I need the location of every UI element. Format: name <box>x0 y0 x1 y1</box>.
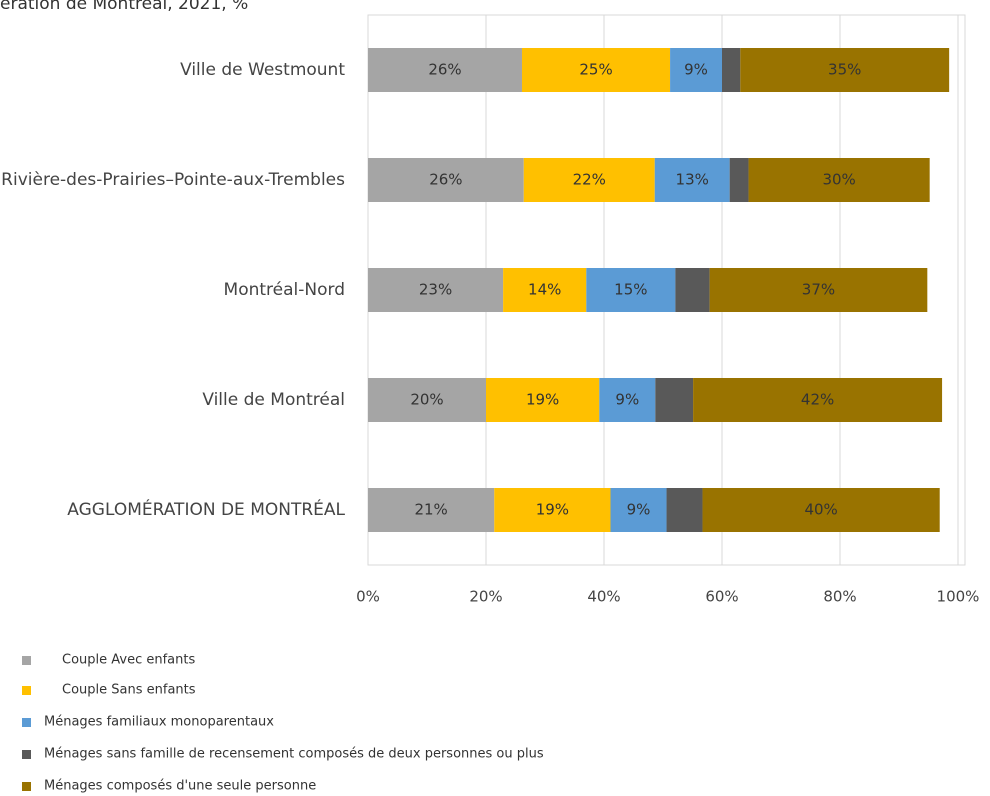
data-label: 9% <box>627 501 651 519</box>
bar-segment <box>368 48 522 92</box>
bar-segment <box>503 268 587 312</box>
x-tick-label: 60% <box>705 588 738 606</box>
bar-segment <box>654 158 730 202</box>
bar-segment <box>586 268 676 312</box>
data-label: 20% <box>410 391 443 409</box>
y-tick-label: Ville de Westmount <box>180 60 345 80</box>
legend-marker <box>22 718 31 727</box>
data-label: 21% <box>414 501 447 519</box>
data-label: 40% <box>804 501 837 519</box>
bar-segment <box>655 378 694 422</box>
data-label: 25% <box>579 61 612 79</box>
bar-segment <box>521 48 671 92</box>
bar-segment <box>670 48 722 92</box>
bar-segment <box>523 158 655 202</box>
data-label: 19% <box>526 391 559 409</box>
y-tick-label: Montréal-Nord <box>224 280 345 300</box>
legend-marker <box>22 686 31 695</box>
bar-segment <box>666 488 703 532</box>
bar-segment <box>709 268 928 312</box>
data-label: 9% <box>684 61 708 79</box>
data-label: 22% <box>573 171 606 189</box>
bar-segment <box>722 48 741 92</box>
bar-segment <box>368 488 495 532</box>
bar-segment <box>368 158 524 202</box>
bar-segment <box>675 268 710 312</box>
legend-label: Ménages sans famille de recensement comp… <box>44 747 544 762</box>
y-tick-label: Ville de Montréal <box>202 390 345 410</box>
legend-marker <box>22 750 31 759</box>
data-label: 14% <box>528 281 561 299</box>
data-label: 26% <box>428 61 461 79</box>
bar-segment <box>599 378 656 422</box>
legend-marker <box>22 782 31 791</box>
bar-segment <box>494 488 611 532</box>
legend-label: Ménages familiaux monoparentaux <box>44 715 274 730</box>
bar-segment <box>740 48 950 92</box>
data-label: 26% <box>429 171 462 189</box>
bar-segment <box>368 378 486 422</box>
data-label: 23% <box>419 281 452 299</box>
data-label: 9% <box>615 391 639 409</box>
bar-segment <box>729 158 749 202</box>
x-tick-label: 20% <box>469 588 502 606</box>
bar-segment <box>486 378 600 422</box>
x-tick-label: 40% <box>587 588 620 606</box>
legend-marker <box>22 656 31 665</box>
chart-title: ération de Montréal, 2021, % <box>0 0 248 14</box>
bar-segment <box>748 158 930 202</box>
x-tick-label: 100% <box>937 588 980 606</box>
data-label: 30% <box>822 171 855 189</box>
y-tick-label: Rivière-des-Prairies–Pointe-aux-Trembles <box>1 170 345 190</box>
bar-segment <box>693 378 943 422</box>
x-tick-label: 80% <box>823 588 856 606</box>
data-label: 37% <box>802 281 835 299</box>
bar-segment <box>368 268 504 312</box>
data-label: 13% <box>676 171 709 189</box>
data-label: 42% <box>801 391 834 409</box>
bar-segment <box>702 488 940 532</box>
y-tick-label: AGGLOMÉRATION DE MONTRÉAL <box>67 498 345 520</box>
data-label: 35% <box>828 61 861 79</box>
data-label: 19% <box>536 501 569 519</box>
data-label: 15% <box>614 281 647 299</box>
legend-label: Ménages composés d'une seule personne <box>44 779 316 794</box>
bar-segment <box>610 488 667 532</box>
legend-label: Couple Sans enfants <box>62 683 196 698</box>
x-tick-label: 0% <box>356 588 380 606</box>
legend-label: Couple Avec enfants <box>62 653 195 668</box>
